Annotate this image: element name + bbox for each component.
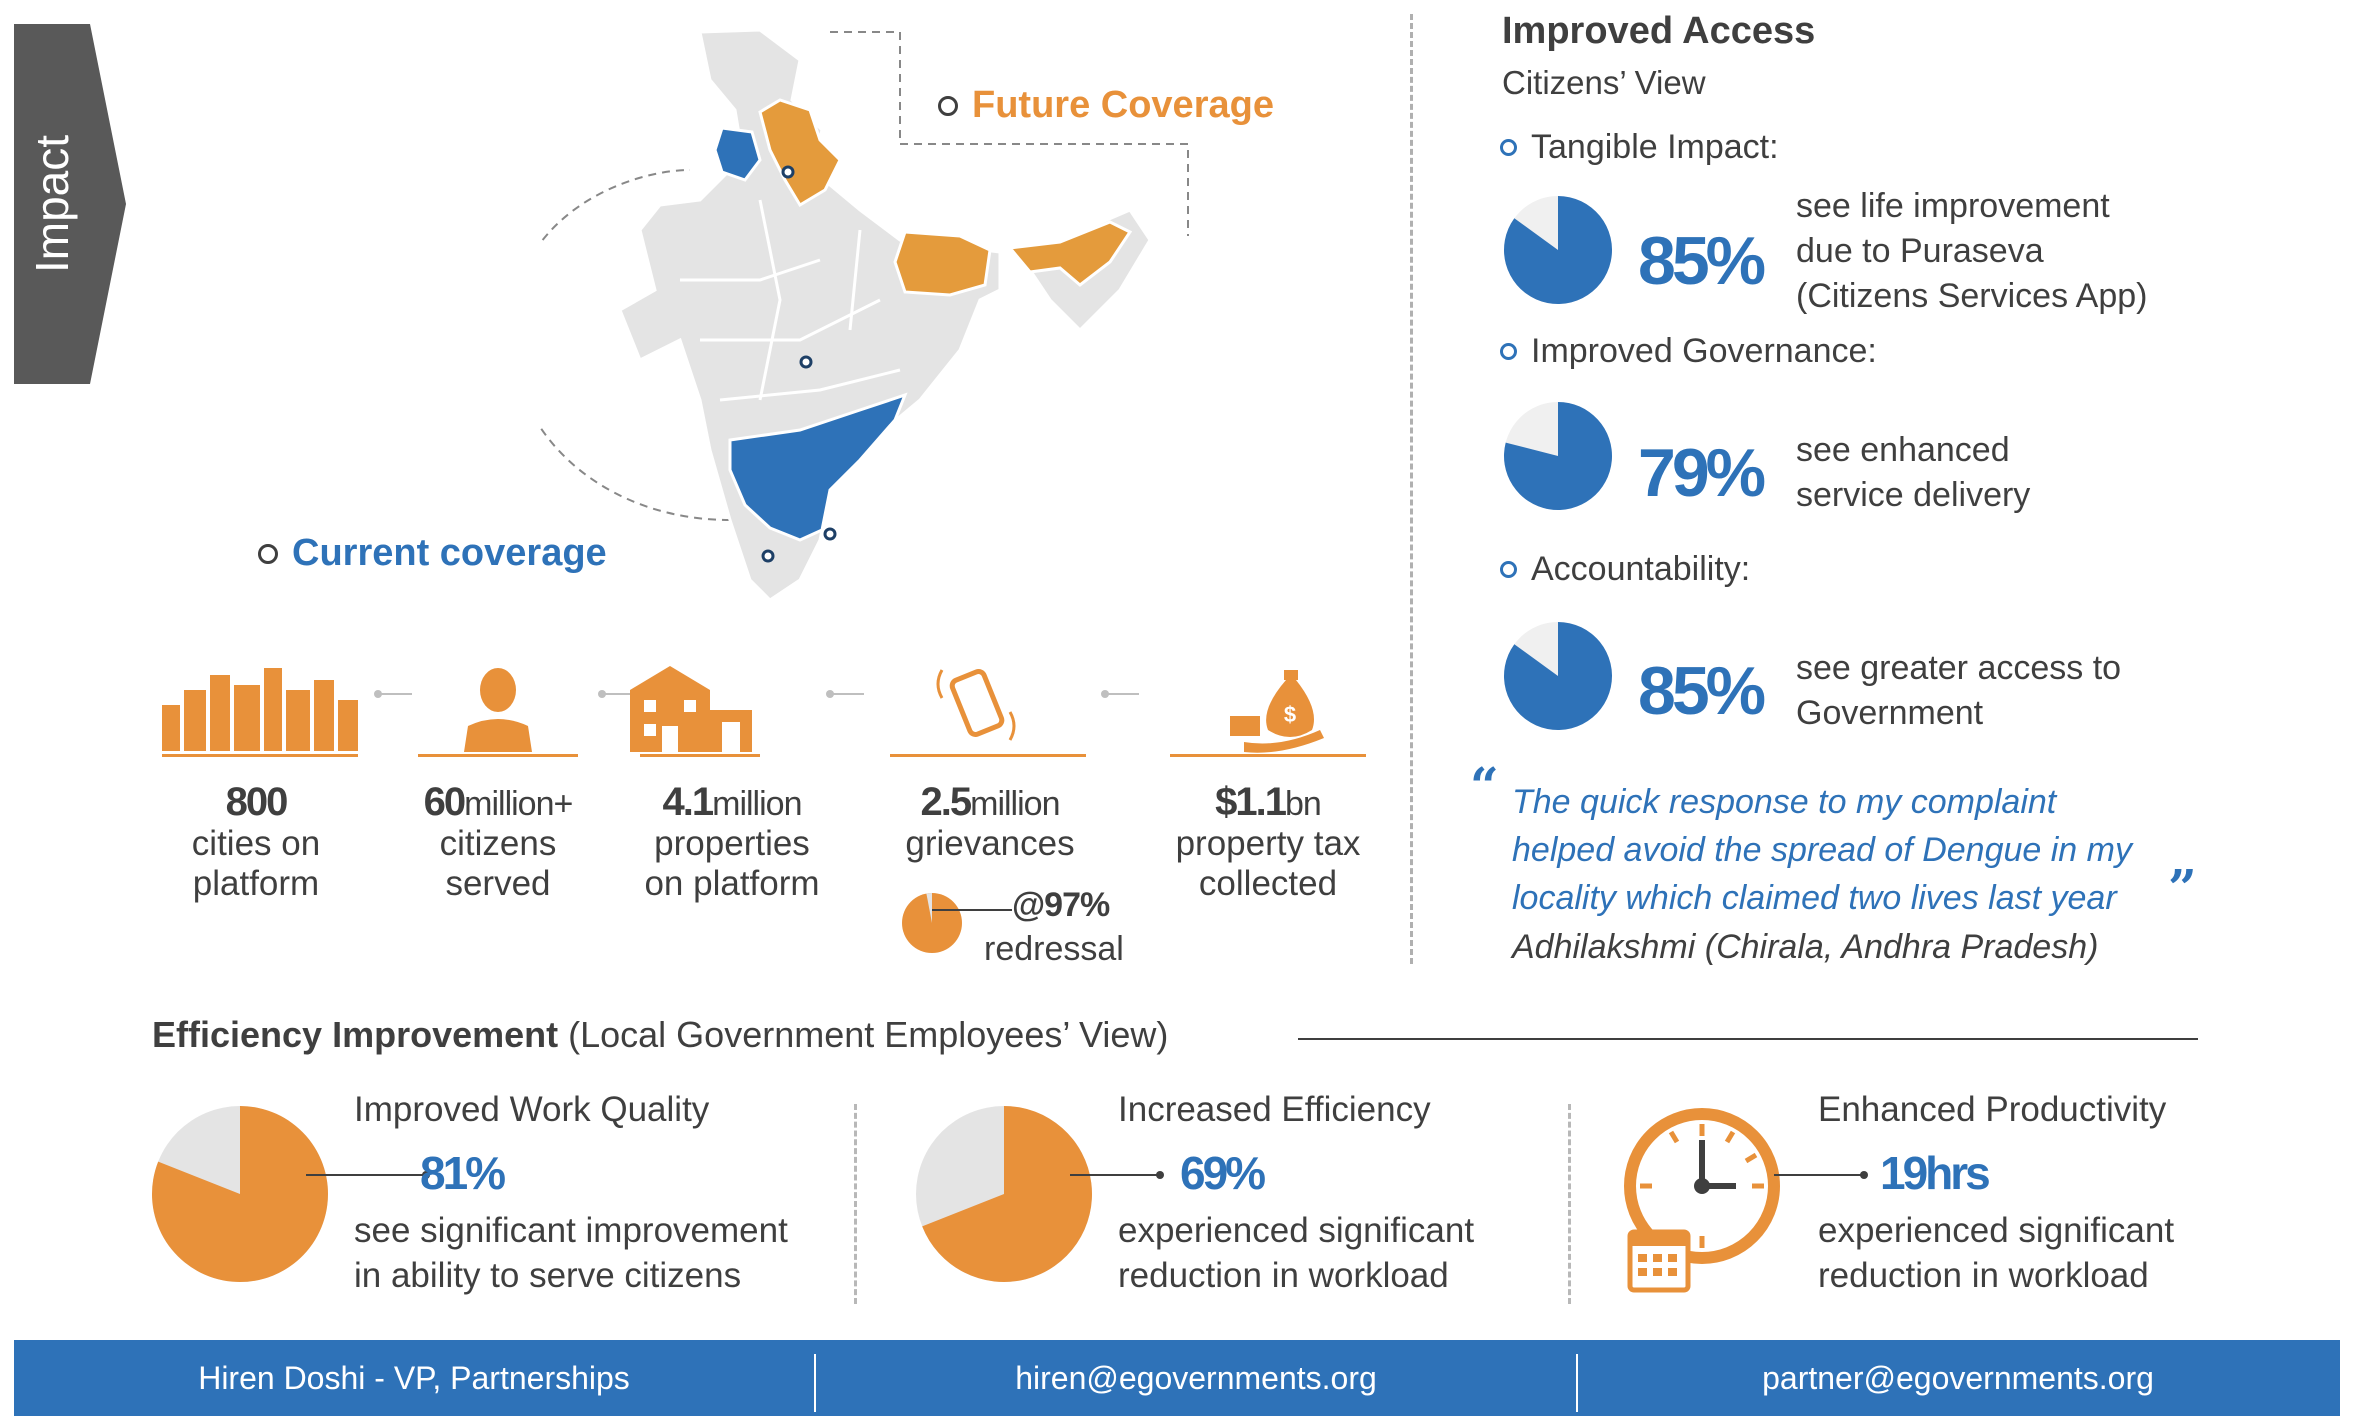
productivity-desc: experienced significant reduction in work…: [1818, 1211, 2175, 1295]
improved-governance-desc: see enhanced service delivery: [1796, 431, 2031, 514]
quote-author: Adhilakshmi (Chirala, Andhra Pradesh): [1512, 928, 2099, 966]
card-divider: [854, 1104, 857, 1304]
efficiency-title-rule: [1298, 1038, 2198, 1040]
improved-governance-pie: [1504, 402, 1612, 510]
section-divider: [1410, 14, 1413, 964]
work-quality-heading: Improved Work Quality: [354, 1090, 710, 1129]
footer-contact-name: Hiren Doshi - VP, Partnerships: [198, 1359, 630, 1396]
efficiency-connector: [1070, 1171, 1164, 1179]
current-state-andhra: [728, 392, 908, 542]
work-quality-connector: [306, 1171, 430, 1179]
tangible-impact-pie: [1504, 196, 1612, 304]
bullet-ring-icon: [1500, 561, 1517, 578]
footer-divider: [814, 1354, 816, 1412]
open-quote-icon: “: [1470, 756, 1499, 815]
close-quote-icon: ”: [2168, 858, 2197, 917]
stat-property-tax: $1.1bn property tax collected: [1175, 780, 1361, 903]
efficiency-pie: [916, 1106, 1092, 1282]
future-state-bihar: [893, 230, 992, 297]
clock-calendar-icon: [1624, 1108, 1780, 1293]
citizen-quote: The quick response to my complaint helpe…: [1512, 783, 2132, 917]
redressal-label: redressal: [984, 930, 1124, 968]
future-state-assam: [1007, 220, 1133, 287]
stat-grievances: 2.5million grievances: [905, 780, 1075, 863]
current-state-punjab: [713, 126, 762, 182]
card-divider: [1568, 1104, 1571, 1304]
bullet-ring-icon: [1500, 139, 1517, 156]
redressal-pct: @97%: [1012, 886, 1110, 924]
efficiency-title: Efficiency Improvement (Local Government…: [152, 1014, 1169, 1055]
footer-divider: [1576, 1354, 1578, 1412]
improved-governance-pct: 79%: [1638, 435, 1766, 511]
svg-text:$: $: [1284, 702, 1296, 727]
accountability-pie: [1504, 622, 1612, 730]
work-quality-pie: [152, 1106, 328, 1282]
work-quality-pct: 81%: [420, 1147, 506, 1199]
impact-tab: [14, 24, 126, 384]
legend-ring-icon: [938, 95, 958, 116]
tax-money-bag-icon: [1230, 670, 1324, 753]
footer-email-partner[interactable]: partner@egovernments.org: [1762, 1359, 2154, 1396]
improved-governance-heading: Improved Governance:: [1500, 332, 1877, 371]
footer-bar: [14, 1340, 2340, 1416]
efficiency-heading: Increased Efficiency: [1118, 1090, 1431, 1129]
accountability-desc: see greater access to Government: [1796, 649, 2122, 732]
stat-citizens: 60million+ citizens served: [423, 780, 574, 903]
redressal-pie-chart: [902, 893, 1012, 953]
stat-cities: 800 cities on platform: [191, 780, 321, 903]
india-mainland: [618, 28, 1002, 602]
current-coverage-legend: Current coverage: [258, 532, 607, 575]
india-coverage-map: [540, 28, 1189, 602]
stats-icon-row: $: [162, 666, 1366, 757]
future-coverage-label: Future Coverage: [972, 84, 1274, 126]
footer-email-hiren[interactable]: hiren@egovernments.org: [1015, 1359, 1377, 1396]
improved-access-subtitle: Citizens’ View: [1502, 64, 1706, 101]
improved-access-title: Improved Access: [1502, 10, 1816, 52]
legend-ring-icon: [258, 543, 278, 564]
tangible-impact-pct: 85%: [1638, 223, 1766, 299]
city-skyline-icon: [162, 668, 358, 751]
accountability-heading: Accountability:: [1500, 550, 1750, 589]
future-state-jk: [758, 98, 842, 208]
productivity-heading: Enhanced Productivity: [1818, 1090, 2167, 1129]
work-quality-desc: see significant improvement in ability to…: [354, 1211, 788, 1295]
future-coverage-legend: Future Coverage: [938, 84, 1274, 127]
impact-tab-label: Impact: [26, 134, 79, 274]
productivity-connector: [1774, 1171, 1868, 1179]
mobile-grievance-icon: [936, 669, 1016, 741]
tangible-impact-desc: see life improvement due to Puraseva (Ci…: [1796, 187, 2148, 315]
efficiency-desc: experienced significant reduction in work…: [1118, 1211, 1475, 1295]
efficiency-pct: 69%: [1180, 1147, 1266, 1199]
stat-properties: 4.1million properties on platform: [644, 780, 820, 903]
current-coverage-label: Current coverage: [292, 532, 607, 574]
bullet-ring-icon: [1500, 343, 1517, 360]
citizen-person-icon: [464, 668, 532, 752]
productivity-hours: 19hrs: [1880, 1147, 1991, 1199]
tangible-impact-heading: Tangible Impact:: [1500, 128, 1779, 167]
accountability-pct: 85%: [1638, 653, 1766, 729]
